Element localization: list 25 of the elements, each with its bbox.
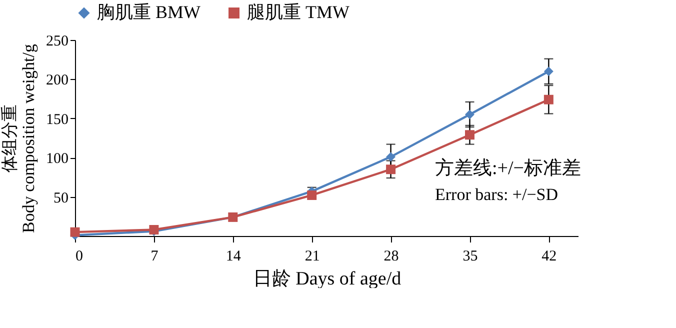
point	[386, 152, 396, 162]
point	[464, 130, 474, 140]
point	[307, 190, 317, 200]
annotation: Error bars: +/−SD	[435, 185, 558, 204]
legend-label: 腿肌重 TMW	[247, 2, 350, 22]
x-tick-label: 35	[462, 248, 478, 264]
y-tick-label: 50	[54, 190, 68, 206]
y-tick-label: 250	[46, 34, 68, 50]
x-tick-label: 21	[304, 248, 320, 264]
x-tick-label: 14	[226, 248, 242, 264]
y-tick-label: 100	[46, 151, 68, 168]
legend-label: 胸肌重 BMW	[97, 2, 201, 22]
x-tick-label: 42	[542, 248, 557, 264]
y-tick-label: 150	[46, 112, 68, 128]
point	[386, 164, 396, 174]
y-axis-title: 体组分重 Body composition weight/g	[0, 44, 38, 233]
point	[544, 66, 554, 76]
point	[464, 110, 474, 120]
point	[70, 227, 80, 237]
y-tick-label: 200	[46, 72, 68, 89]
x-tick-label: 7	[150, 248, 159, 264]
x-tick-label: 0	[76, 248, 83, 264]
annotation: 方差线:+/−标准差	[435, 157, 581, 179]
point	[544, 94, 554, 104]
x-tick-label: 28	[384, 248, 399, 264]
